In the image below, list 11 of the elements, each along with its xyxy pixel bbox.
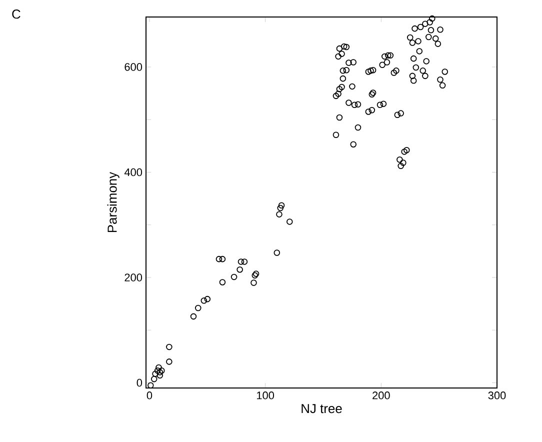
y-tick-label: 600 <box>124 63 142 71</box>
y-axis-title: Parsimony <box>107 172 120 232</box>
x-tick-label: 100 <box>257 392 274 400</box>
x-tick-label: 0 <box>146 392 152 400</box>
text: C <box>12 10 20 19</box>
y-tick-label: 200 <box>124 274 142 282</box>
y-tick-label: 0 <box>136 378 142 387</box>
x-axis-title: NJ tree <box>302 404 342 414</box>
x-tick-label: 200 <box>372 392 390 400</box>
x-tick-label: 300 <box>488 392 506 400</box>
y-tick-label: 400 <box>124 168 142 176</box>
